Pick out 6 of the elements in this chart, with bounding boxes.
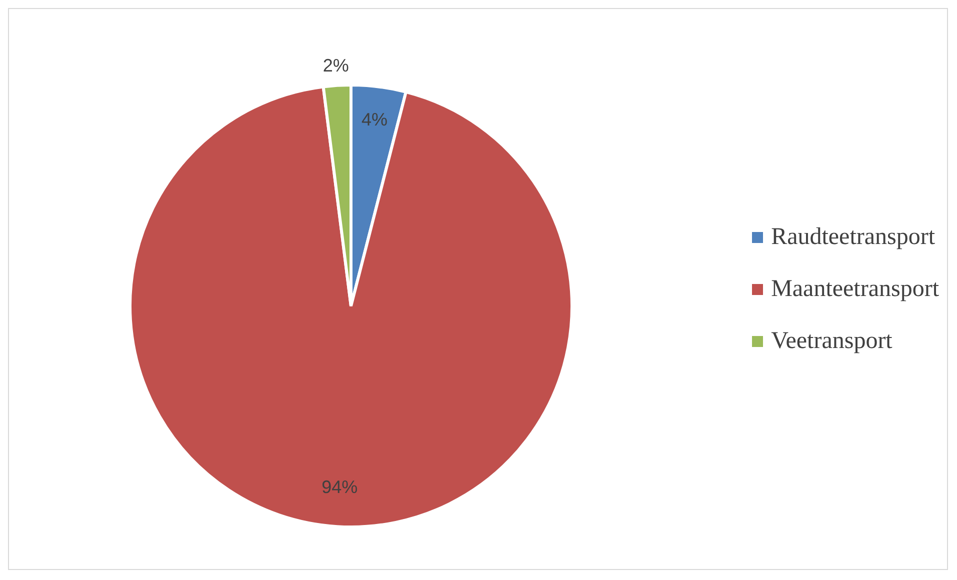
data-label: 4%	[362, 110, 388, 130]
data-label: 2%	[322, 56, 349, 76]
legend-label: Raudteetransport	[771, 223, 936, 252]
legend-label: Maanteetransport	[771, 275, 939, 304]
data-label: 94%	[322, 476, 358, 497]
legend-label: Veetransport	[771, 327, 892, 356]
